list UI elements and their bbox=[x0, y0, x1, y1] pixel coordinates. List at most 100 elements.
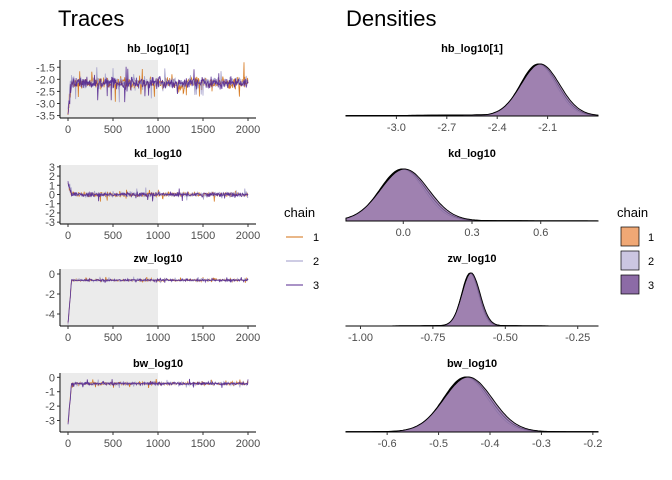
x-tick-label: 500 bbox=[104, 230, 122, 242]
trace-line-chain-3 bbox=[67, 181, 249, 202]
density-panel-title: hb_log10[1] bbox=[441, 43, 503, 55]
x-tick-label: 500 bbox=[104, 438, 122, 450]
x-tick-label: -2.7 bbox=[437, 122, 456, 134]
trace-panel: bw_log10 0 -1 -2 -3 0 500 1000 1500 2000 bbox=[45, 358, 260, 450]
y-tick-label: 0 bbox=[49, 269, 55, 281]
density-panel-title: bw_log10 bbox=[447, 358, 497, 370]
y-tick-label: -2 bbox=[45, 289, 55, 301]
x-tick-label: 500 bbox=[104, 332, 122, 344]
x-tick-label: -2.4 bbox=[488, 122, 507, 134]
y-tick-label: -2.0 bbox=[36, 74, 55, 86]
legend-label: 1 bbox=[648, 232, 654, 244]
warmup-region bbox=[61, 373, 158, 432]
x-tick-label: -1.00 bbox=[348, 332, 373, 344]
density-panel: kd_log10 0.0 0.3 0.6 bbox=[345, 148, 599, 239]
trace-panel-title: bw_log10 bbox=[133, 358, 183, 370]
x-tick-label: 0 bbox=[65, 230, 71, 242]
trace-line-chain-3 bbox=[67, 378, 249, 425]
legend-label: 3 bbox=[313, 280, 319, 292]
y-tick-label: 3 bbox=[49, 162, 55, 174]
x-tick-label: 500 bbox=[104, 124, 122, 136]
x-tick-label: 1500 bbox=[191, 124, 215, 136]
y-tick-label: 2 bbox=[49, 171, 55, 183]
trace-legend-title: chain bbox=[284, 205, 315, 220]
trace-line-chain-2 bbox=[67, 67, 249, 110]
x-tick-label: -0.5 bbox=[429, 438, 448, 450]
density-area-chain-3 bbox=[345, 376, 599, 433]
x-tick-label: 0 bbox=[65, 332, 71, 344]
y-tick-label: -1 bbox=[45, 199, 55, 211]
y-tick-label: 0 bbox=[49, 372, 55, 384]
y-tick-label: 0 bbox=[49, 190, 55, 202]
density-panel: hb_log10[1] -3.0 -2.7 -2.4 -2.1 bbox=[345, 43, 599, 134]
legend-label: 1 bbox=[313, 232, 319, 244]
trace-panel: zw_log10 0 -2 -4 0 500 1000 1500 2000 bbox=[45, 253, 260, 344]
x-tick-label: 2000 bbox=[236, 332, 260, 344]
legend-label: 2 bbox=[313, 256, 319, 268]
legend-key-swatch-chain-3 bbox=[620, 274, 640, 295]
y-tick-label: -4 bbox=[45, 309, 55, 321]
densities-section-title: Densities bbox=[346, 6, 436, 31]
x-tick-label: 1500 bbox=[191, 332, 215, 344]
density-panel: zw_log10 -1.00 -0.75 -0.50 -0.25 bbox=[345, 253, 599, 344]
x-tick-label: 1000 bbox=[146, 332, 170, 344]
x-tick-label: 2000 bbox=[236, 438, 260, 450]
y-tick-label: -2 bbox=[45, 208, 55, 220]
x-tick-label: 1000 bbox=[146, 124, 170, 136]
x-tick-label: -3.0 bbox=[387, 122, 406, 134]
x-tick-label: -0.6 bbox=[378, 438, 397, 450]
trace-legend: chain 1 2 3 bbox=[284, 205, 319, 292]
y-tick-label: -3 bbox=[45, 415, 55, 427]
legend-key-swatch-chain-2 bbox=[620, 250, 640, 271]
x-tick-label: 1000 bbox=[146, 230, 170, 242]
y-tick-label: -1 bbox=[45, 387, 55, 399]
x-tick-label: -0.25 bbox=[565, 332, 590, 344]
y-tick-label: -3 bbox=[45, 217, 55, 229]
warmup-region bbox=[61, 60, 158, 118]
x-tick-label: 0 bbox=[65, 124, 71, 136]
x-tick-label: -2.1 bbox=[538, 122, 557, 134]
trace-panels: hb_log10[1]-1.5-2.0-2.5-3.0-3.50 500 1000 1… bbox=[36, 43, 260, 450]
x-tick-label: -0.75 bbox=[420, 332, 445, 344]
density-panel: bw_log10 -0.6 -0.5 -0.4 -0.3 -0.2 bbox=[345, 358, 602, 450]
x-tick-label: -0.3 bbox=[532, 438, 551, 450]
trace-panel-title: hb_log10[1] bbox=[127, 43, 189, 55]
x-tick-label: 2000 bbox=[236, 230, 260, 242]
density-area-chain-3 bbox=[345, 168, 599, 222]
x-tick-label: 0 bbox=[65, 438, 71, 450]
density-area-chain-3 bbox=[345, 63, 599, 117]
y-tick-label: 1 bbox=[49, 180, 55, 192]
x-tick-label: -0.50 bbox=[493, 332, 518, 344]
x-tick-label: 1500 bbox=[191, 438, 215, 450]
traces-section-title: Traces bbox=[58, 6, 124, 31]
density-panel-title: kd_log10 bbox=[448, 148, 496, 160]
warmup-region bbox=[61, 269, 158, 326]
x-tick-label: 0.3 bbox=[464, 227, 479, 239]
y-tick-label: -2.5 bbox=[36, 86, 55, 98]
y-tick-label: -3.5 bbox=[36, 111, 55, 123]
y-tick-label: -1.5 bbox=[36, 62, 55, 74]
trace-panel: hb_log10[1] -1.5-2.0-2.5-3.0-3.5 0 500 1000 1… bbox=[36, 43, 260, 136]
x-tick-label: -0.2 bbox=[583, 438, 602, 450]
x-tick-label: -0.4 bbox=[481, 438, 500, 450]
density-area-chain-3 bbox=[345, 272, 599, 327]
density-legend-title: chain bbox=[617, 205, 648, 220]
legend-label: 2 bbox=[648, 256, 654, 268]
x-tick-label: 0.0 bbox=[396, 227, 411, 239]
x-tick-label: 1500 bbox=[191, 230, 215, 242]
trace-panel-title: zw_log10 bbox=[134, 253, 183, 265]
legend-label: 3 bbox=[648, 280, 654, 292]
density-panels: hb_log10[1] -3.0 -2.7 -2.4 -2.1 kd_log10 0.0 0.… bbox=[345, 43, 602, 450]
x-tick-label: 1000 bbox=[146, 438, 170, 450]
x-tick-label: 0.6 bbox=[533, 227, 548, 239]
density-panel-title: zw_log10 bbox=[448, 253, 497, 265]
density-legend: chain 1 2 3 bbox=[617, 205, 654, 295]
trace-panel-title: kd_log10 bbox=[134, 148, 182, 160]
x-tick-label: 2000 bbox=[236, 124, 260, 136]
trace-line-chain-3 bbox=[67, 66, 249, 115]
legend-key-swatch-chain-1 bbox=[620, 226, 640, 247]
y-tick-label: -2 bbox=[45, 401, 55, 413]
trace-line-chain-3 bbox=[67, 277, 249, 323]
y-tick-label: -3.0 bbox=[36, 99, 55, 111]
